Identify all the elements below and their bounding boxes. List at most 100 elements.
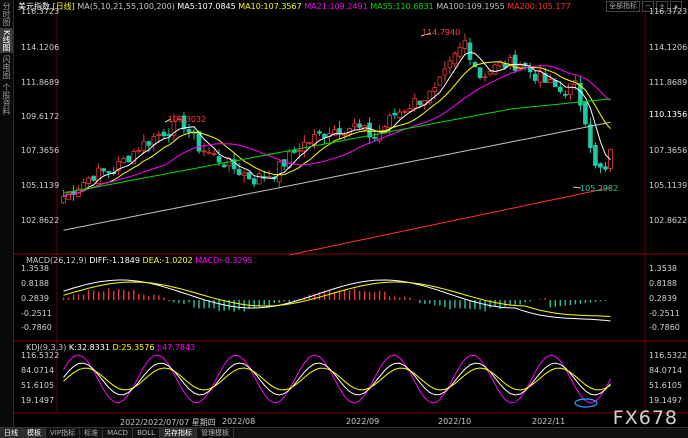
view-tab-0[interactable]: 分时图	[2, 2, 11, 26]
ma-params: MA(5,10,21,55,100,200)	[77, 2, 175, 11]
bottom-tab-3[interactable]: 标准	[80, 428, 104, 438]
candle-body	[532, 73, 538, 81]
candle-body	[221, 164, 227, 168]
candle-body	[402, 110, 408, 113]
date-tick: 2022/10	[438, 417, 472, 426]
candle-body	[171, 120, 177, 136]
candle-body	[598, 163, 603, 168]
candle-body	[462, 40, 468, 49]
candle-body	[593, 144, 598, 166]
candle-body	[246, 172, 252, 180]
ma200-value: MA200:105.177	[507, 2, 571, 11]
candle-body	[211, 153, 217, 155]
candle-body	[442, 68, 448, 76]
candle-body	[588, 124, 593, 149]
candle-body	[397, 111, 403, 119]
right-axis-tick: 102.8622	[649, 216, 688, 225]
kdj-axis-tick: 19.1497	[649, 396, 683, 405]
left-price-tick: 107.3656	[21, 146, 60, 155]
macd-dea-line	[63, 281, 611, 317]
candle-body	[372, 137, 377, 139]
low-annotation: 105.2982	[580, 184, 619, 193]
date-tick: 2022/11	[532, 417, 566, 426]
left-price-tick: 111.8689	[21, 78, 60, 87]
bottom-tab-4[interactable]: MACD	[103, 428, 134, 438]
toolbar-right: 全部指标 − + ▴	[606, 1, 682, 12]
macd-axis-tick: -0.2511	[21, 309, 52, 318]
bottom-tab-7[interactable]: 管理模板	[197, 428, 235, 438]
minus-icon[interactable]: −	[642, 1, 654, 12]
candle-body	[151, 136, 157, 145]
candle-body	[352, 123, 357, 127]
date-tick: 2022/09	[346, 417, 380, 426]
ma100-value: MA100:109.1955	[436, 2, 505, 11]
candle-body	[241, 172, 247, 176]
macd-axis-tick: -0.7860	[21, 323, 52, 332]
ma100-line	[63, 121, 611, 231]
kdj-axis-tick: 84.0714	[21, 366, 55, 375]
kdj-d: D:25.3576	[112, 343, 155, 352]
candle-body	[121, 158, 127, 164]
candle-body	[517, 64, 523, 70]
bottom-tab-5[interactable]: BOLL	[133, 428, 161, 438]
candle-body	[407, 108, 413, 112]
candle-body	[608, 148, 613, 169]
candle-body	[542, 73, 548, 83]
view-switcher: 分时图 K线图 闪电图个股资料	[0, 0, 14, 428]
kdj-axis-tick: 116.5322	[21, 351, 60, 360]
macd-axis-tick: -0.2511	[649, 309, 680, 318]
all-indicators-button[interactable]: 全部指标	[606, 1, 640, 12]
macd-dea: DEA:-1.0202	[142, 256, 193, 265]
bottom-tab-2[interactable]: VIP指标	[46, 428, 81, 438]
ma55-line	[63, 98, 611, 194]
candle-body	[487, 71, 493, 75]
macd-axis-tick: 0.8188	[649, 279, 677, 288]
candle-body	[447, 60, 453, 68]
plus-icon[interactable]: +	[656, 1, 668, 12]
kdj-label: KDJ(9,3,3)	[26, 343, 67, 352]
candle-body	[432, 87, 438, 92]
candle-body	[558, 86, 563, 92]
ma5-line	[63, 51, 611, 197]
candle-body	[412, 98, 418, 109]
chart-area[interactable]	[13, 0, 688, 428]
candle-body	[547, 79, 553, 84]
candle-body	[477, 67, 483, 78]
candle-body	[387, 114, 393, 128]
candle-body	[512, 54, 518, 71]
candle-body	[136, 149, 142, 152]
candle-body	[467, 42, 473, 60]
bottom-tab-bar: 日线 模板 VIP指标 标准 MACD BOLL 另存指标 管理模板	[0, 427, 688, 438]
view-tab-1[interactable]: K线图	[0, 28, 13, 54]
candle-body	[141, 140, 147, 151]
view-tab-2[interactable]: 闪电图	[2, 55, 11, 80]
period-label[interactable]: [日线]	[52, 2, 75, 11]
candle-body	[276, 161, 282, 183]
candle-body	[201, 150, 207, 153]
candle-body	[251, 178, 257, 185]
candle-body	[302, 142, 307, 152]
macd-axis-tick: 1.3538	[649, 264, 677, 273]
left-price-tick: 105.1139	[21, 181, 60, 190]
highlight-ellipse	[574, 398, 598, 408]
candle-body	[497, 61, 503, 67]
candle-body	[106, 171, 111, 173]
candle-body	[392, 112, 398, 116]
bottom-tab-0[interactable]: 日线	[0, 428, 23, 438]
candle-body	[126, 155, 132, 163]
high-pointer	[420, 32, 432, 37]
kdj-j: J:47.7843	[156, 343, 196, 352]
bottom-tab-6[interactable]: 另存指标	[160, 428, 198, 438]
right-axis-tick: 109.6172	[21, 112, 60, 121]
candle-body	[317, 131, 322, 134]
candle-body	[437, 76, 443, 86]
ma21-line	[63, 65, 611, 197]
view-tab-3[interactable]: 个股资料	[2, 83, 11, 116]
macd-axis-tick: -0.7860	[649, 323, 680, 332]
collapse-icon[interactable]: ▴	[670, 1, 682, 12]
mid-high-annotation: 109.3032	[168, 115, 207, 124]
bottom-tab-1[interactable]: 模板	[23, 428, 46, 438]
candle-body	[583, 102, 588, 125]
kdj-j-line	[63, 354, 611, 404]
kdj-axis-tick: 51.6105	[649, 381, 683, 390]
